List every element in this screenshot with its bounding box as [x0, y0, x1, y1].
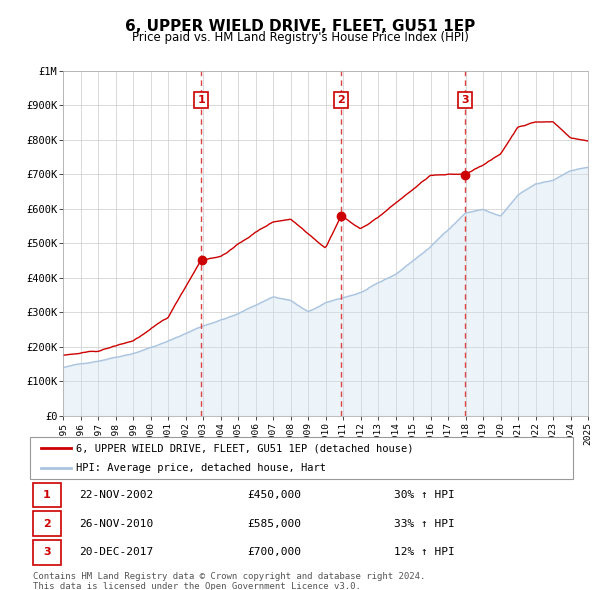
Text: This data is licensed under the Open Government Licence v3.0.: This data is licensed under the Open Gov… — [33, 582, 361, 590]
Text: 3: 3 — [461, 95, 469, 105]
Text: 33% ↑ HPI: 33% ↑ HPI — [394, 519, 455, 529]
Text: £700,000: £700,000 — [247, 548, 301, 558]
Text: £585,000: £585,000 — [247, 519, 301, 529]
Text: 3: 3 — [43, 548, 50, 558]
Text: 1: 1 — [197, 95, 205, 105]
FancyBboxPatch shape — [33, 540, 61, 565]
Text: 30% ↑ HPI: 30% ↑ HPI — [394, 490, 455, 500]
FancyBboxPatch shape — [33, 512, 61, 536]
Text: HPI: Average price, detached house, Hart: HPI: Average price, detached house, Hart — [76, 463, 326, 473]
Text: Price paid vs. HM Land Registry's House Price Index (HPI): Price paid vs. HM Land Registry's House … — [131, 31, 469, 44]
Text: 22-NOV-2002: 22-NOV-2002 — [79, 490, 153, 500]
FancyBboxPatch shape — [30, 437, 573, 479]
Text: £450,000: £450,000 — [247, 490, 301, 500]
Text: Contains HM Land Registry data © Crown copyright and database right 2024.: Contains HM Land Registry data © Crown c… — [33, 572, 425, 581]
Text: 6, UPPER WIELD DRIVE, FLEET, GU51 1EP (detached house): 6, UPPER WIELD DRIVE, FLEET, GU51 1EP (d… — [76, 443, 413, 453]
Text: 20-DEC-2017: 20-DEC-2017 — [79, 548, 153, 558]
Text: 12% ↑ HPI: 12% ↑ HPI — [394, 548, 455, 558]
FancyBboxPatch shape — [33, 483, 61, 507]
Text: 6, UPPER WIELD DRIVE, FLEET, GU51 1EP: 6, UPPER WIELD DRIVE, FLEET, GU51 1EP — [125, 19, 475, 34]
Text: 1: 1 — [43, 490, 51, 500]
Text: 2: 2 — [337, 95, 345, 105]
Text: 26-NOV-2010: 26-NOV-2010 — [79, 519, 153, 529]
Text: 2: 2 — [43, 519, 51, 529]
